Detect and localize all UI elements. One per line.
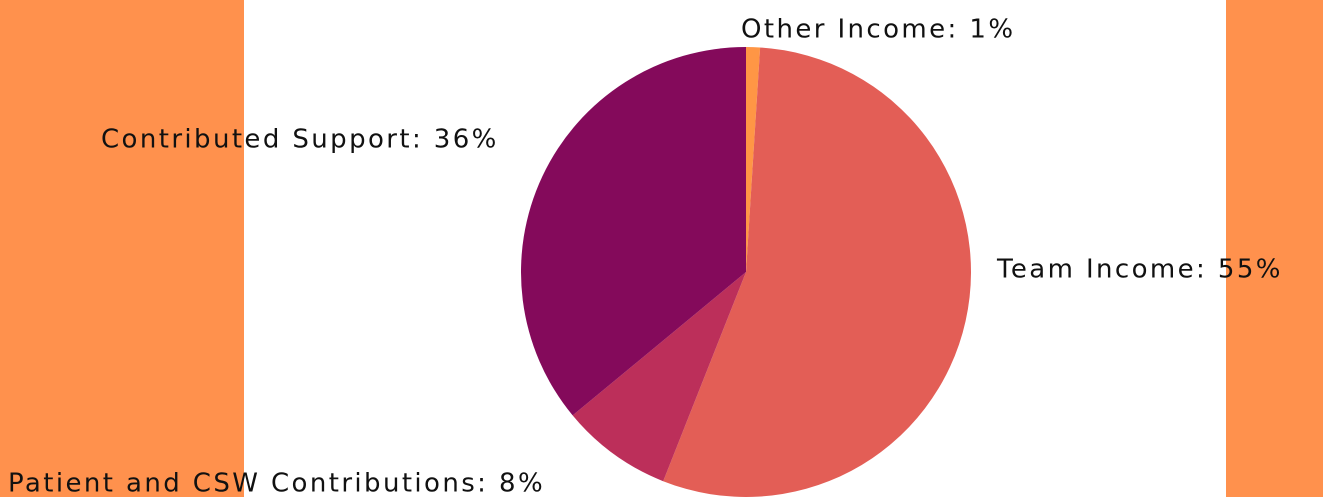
slice-label: Team Income: 55% bbox=[996, 255, 1283, 285]
labels: Other Income: 1% Team Income: 55% Patient … bbox=[8, 15, 1283, 497]
pie-slice bbox=[520, 47, 746, 416]
pie-slice bbox=[572, 272, 746, 482]
pie-slice bbox=[663, 47, 971, 497]
pie-slice bbox=[746, 47, 761, 272]
side-band bbox=[0, 0, 244, 497]
side-band bbox=[1226, 0, 1323, 497]
pie bbox=[520, 47, 971, 497]
slice-label: Other Income: 1% bbox=[741, 15, 1015, 45]
slice-label: Contributed Support: 36% bbox=[101, 125, 499, 155]
slice-label: Patient and CSW Contributions: 8% bbox=[8, 469, 545, 497]
